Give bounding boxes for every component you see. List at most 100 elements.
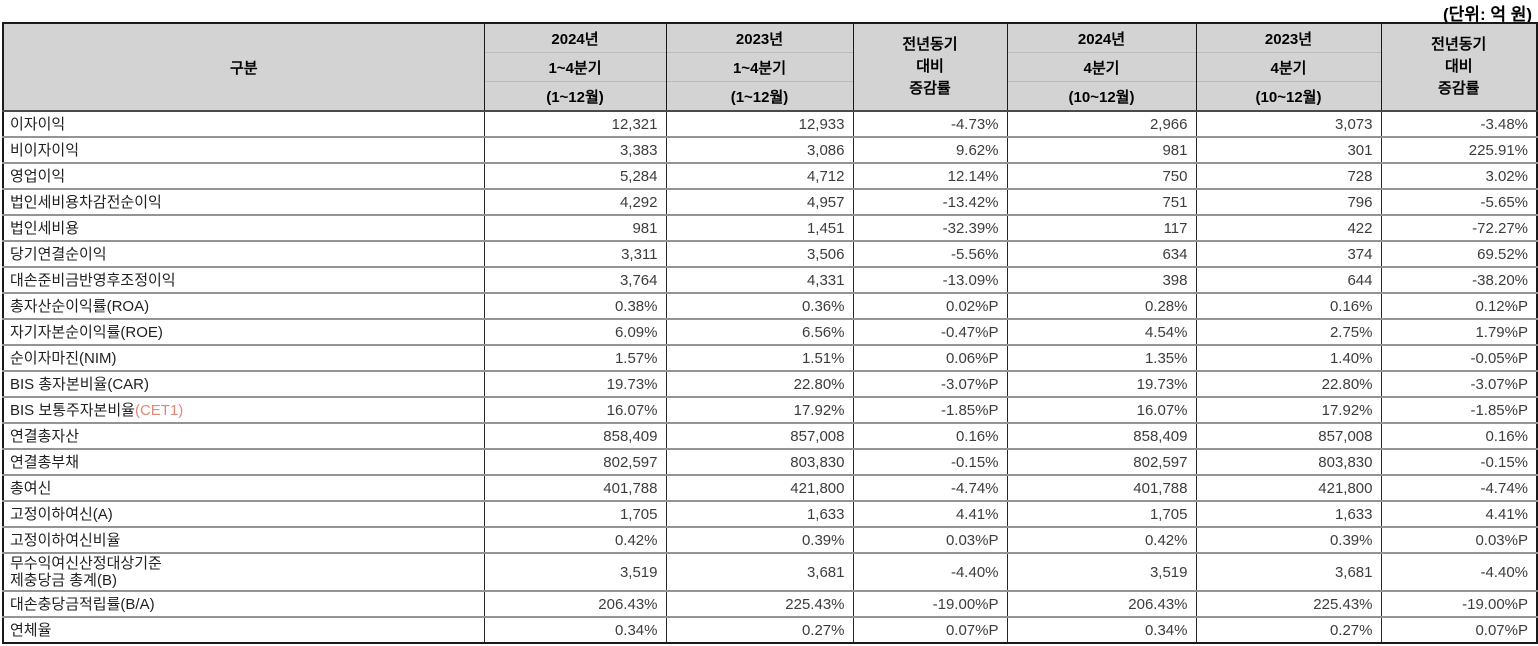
col-header-line: 구분 (229, 59, 258, 77)
table-row: 영업이익 5,284 4,712 12.14% 750 728 3.02% (3, 162, 1537, 189)
value-cell: -4.40% (1380, 552, 1537, 591)
value-cell: 0.07%P (852, 616, 1007, 643)
value-cell: 0.39% (1195, 526, 1381, 553)
table-row: 무수익여신산정대상기준 제충당금 총계(B) 3,519 3,681 -4.40% 3,5… (3, 552, 1537, 591)
value-cell: 0.07%P (1380, 616, 1537, 643)
row-label: BIS 총자본비율(CAR) (3, 370, 484, 397)
col-header-3: 전년동기 대비 증감률 (852, 23, 1007, 111)
row-label-line: 대손충당금적립률(B/A) (10, 595, 155, 613)
row-label-line: 이자이익 (10, 115, 66, 133)
row-label: 순이자마진(NIM) (3, 344, 484, 371)
table-row: 연결총부채 802,597 803,830 -0.15% 802,597 803,830-… (3, 448, 1537, 475)
table-row: 총자산순이익률(ROA) 0.38% 0.36% 0.02%P 0.28% 0.16% 0.… (3, 292, 1537, 319)
table-row: 총여신 401,788 421,800 -4.74% 401,788 421,800 -4.… (3, 474, 1537, 501)
value-cell: 4,957 (665, 188, 853, 215)
value-cell: -0.15% (1380, 448, 1537, 475)
row-label: 자기자본순이익률(ROE) (3, 318, 484, 345)
value-cell: 3,311 (483, 240, 666, 267)
value-cell: 1.57% (483, 344, 666, 371)
value-cell: -1.85%P (1380, 396, 1537, 423)
row-label: 영업이익 (3, 162, 484, 189)
table-row: 대손충당금적립률(B/A) 206.43% 225.43% -19.00%P 206.4… (3, 590, 1537, 617)
value-cell: 796 (1195, 188, 1381, 215)
value-cell: 750 (1006, 162, 1196, 189)
value-cell: 0.38% (483, 292, 666, 319)
value-cell: 19.73% (1006, 370, 1196, 397)
value-cell: 4.41% (852, 500, 1007, 527)
table-row: 비이자이익 3,383 3,086 9.62% 981 301 225.91% (3, 136, 1537, 163)
row-label: 총자산순이익률(ROA) (3, 292, 484, 319)
value-cell: 981 (1006, 136, 1196, 163)
value-cell: 4,712 (665, 162, 853, 189)
value-cell: 0.42% (1006, 526, 1196, 553)
value-cell: 22.80% (665, 370, 853, 397)
value-cell: 802,597 (483, 448, 666, 475)
row-label: 고정이하여신(A) (3, 500, 484, 527)
row-label-line: 당기연결순이익 (10, 245, 107, 263)
col-header-6: 전년동기 대비 증감률 (1380, 23, 1537, 111)
value-cell: 422 (1195, 214, 1381, 241)
value-cell: 69.52% (1380, 240, 1537, 267)
row-label-line: 비이자이익 (10, 141, 80, 159)
row-label-line: 연결총부채 (10, 453, 80, 471)
value-cell: 22.80% (1195, 370, 1381, 397)
value-cell: 206.43% (483, 590, 666, 617)
row-label-suffix: (CET1) (134, 401, 184, 419)
value-cell: 4.54% (1006, 318, 1196, 345)
value-cell: 206.43% (1006, 590, 1196, 617)
value-cell: -0.05%P (1380, 344, 1537, 371)
value-cell: -3.48% (1380, 111, 1537, 137)
value-cell: 3,681 (1195, 552, 1381, 591)
value-cell: 1,633 (1195, 500, 1381, 527)
row-label: 연결총부채 (3, 448, 484, 475)
col-header-line: 2024년 (1077, 30, 1126, 48)
value-cell: -13.42% (852, 188, 1007, 215)
row-label: 연결총자산 (3, 422, 484, 449)
col-header-line: 4분기 (1007, 52, 1196, 81)
value-cell: 6.09% (483, 318, 666, 345)
row-label-line: 총여신 (10, 479, 52, 497)
row-label-line: 고정이하여신(A) (10, 505, 113, 523)
value-cell: -19.00%P (1380, 590, 1537, 617)
col-header-line: (1~12월) (484, 81, 666, 110)
col-header-1: 2024년 1~4분기 (1~12월) (483, 23, 666, 111)
value-cell: 1,705 (483, 500, 666, 527)
table-row: BIS 보통주자본비율(CET1) 16.07% 17.92% -1.85%P 16.0… (3, 396, 1537, 423)
table-row: 이자이익 12,321 12,933 -4.73% 2,966 3,073 -3.48% (3, 111, 1537, 137)
value-cell: 0.28% (1006, 292, 1196, 319)
value-cell: -32.39% (852, 214, 1007, 241)
value-cell: 858,409 (483, 422, 666, 449)
table-row: 고정이하여신비율 0.42% 0.39% 0.03%P 0.42% 0.39% 0.03%P (3, 526, 1537, 553)
table-row: 연결총자산 858,409 857,008 0.16% 858,409 857,008 0.… (3, 422, 1537, 449)
value-cell: 401,788 (1006, 474, 1196, 501)
col-header-line: 대비 (916, 58, 944, 75)
value-cell: 0.27% (1195, 616, 1381, 643)
value-cell: 374 (1195, 240, 1381, 267)
table-row: 연체율 0.34% 0.27% 0.07%P 0.34% 0.27% 0.07%P (3, 616, 1537, 643)
value-cell: 4,292 (483, 188, 666, 215)
col-header-line: (10~12월) (1007, 81, 1196, 110)
value-cell: 3,383 (483, 136, 666, 163)
financial-summary-table: 구분 2024년 1~4분기 (1~12월) 2023년 1~4분기 (1~12월) 전년동기… (2, 22, 1538, 644)
value-cell: 16.07% (483, 396, 666, 423)
value-cell: -72.27% (1380, 214, 1537, 241)
value-cell: 6.56% (665, 318, 853, 345)
value-cell: 1.35% (1006, 344, 1196, 371)
row-label-line: 연결총자산 (10, 427, 80, 445)
col-header-0: 구분 (3, 23, 484, 111)
value-cell: 1,633 (665, 500, 853, 527)
value-cell: 0.34% (1006, 616, 1196, 643)
value-cell: 0.02%P (852, 292, 1007, 319)
value-cell: 0.03%P (852, 526, 1007, 553)
table-row: 순이자마진(NIM) 1.57% 1.51% 0.06%P 1.35% 1.40% -0.0… (3, 344, 1537, 371)
table-row: 당기연결순이익 3,311 3,506 -5.56% 634 374 69.52% (3, 240, 1537, 267)
value-cell: 117 (1006, 214, 1196, 241)
value-cell: -4.40% (852, 552, 1007, 591)
value-cell: -4.74% (852, 474, 1007, 501)
value-cell: 3,681 (665, 552, 853, 591)
value-cell: 981 (483, 214, 666, 241)
value-cell: 0.34% (483, 616, 666, 643)
value-cell: 803,830 (1195, 448, 1381, 475)
row-label: BIS 보통주자본비율(CET1) (3, 396, 484, 423)
